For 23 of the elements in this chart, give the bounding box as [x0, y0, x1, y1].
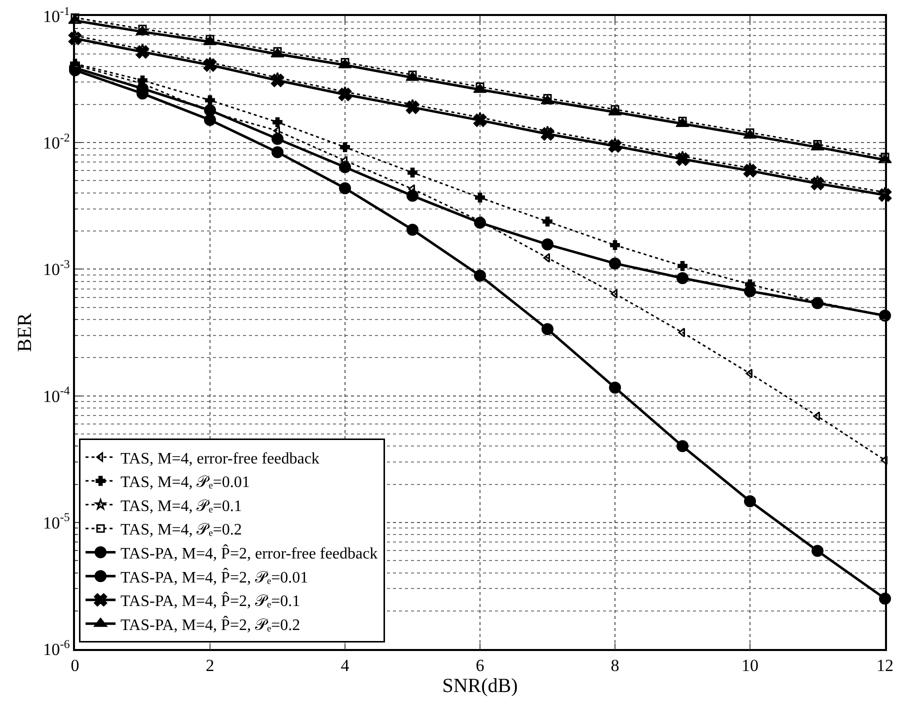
- x-tick-label: 8: [610, 656, 620, 676]
- x-axis-title: SNR(dB): [442, 675, 518, 698]
- x-tick-label: 4: [340, 656, 350, 676]
- x-tick-label: 12: [876, 656, 894, 676]
- x-tick-label: 6: [476, 656, 484, 676]
- legend-label: TAS, M=4, 𝒫ₑ=0.2: [120, 522, 242, 539]
- y-tick-label: 10$^{-6}$: [42, 636, 70, 659]
- y-axis-title: BER: [14, 312, 36, 352]
- legend-label: TAS-PA, M=4, P̂=2, 𝒫ₑ=0.01: [120, 567, 308, 586]
- legend-label: TAS, M=4, 𝒫ₑ=0.1: [120, 498, 242, 515]
- x-tick-label: 0: [70, 656, 80, 676]
- y-tick-label: 10$^{-2}$: [42, 130, 70, 153]
- legend-label: TAS-PA, M=4, P̂=2, error-free feedback: [120, 543, 378, 563]
- x-tick-label: 10: [742, 656, 758, 676]
- legend-label: TAS, M=4, error-free feedback: [120, 450, 320, 468]
- y-tick-label: 10$^{-4}$: [42, 384, 70, 406]
- legend-label: TAS-PA, M=4, P̂=2, 𝒫ₑ=0.2: [120, 614, 300, 634]
- y-tick-label: 10$^{-5}$: [42, 510, 70, 532]
- y-tick-label: 10$^{-1}$: [42, 4, 70, 26]
- y-tick-label: 10$^{-3}$: [42, 257, 70, 280]
- x-tick-label: 2: [206, 656, 214, 676]
- legend-label: TAS, M=4, 𝒫ₑ=0.01: [120, 474, 250, 492]
- legend-label: TAS-PA, M=4, P̂=2, 𝒫ₑ=0.1: [120, 590, 300, 610]
